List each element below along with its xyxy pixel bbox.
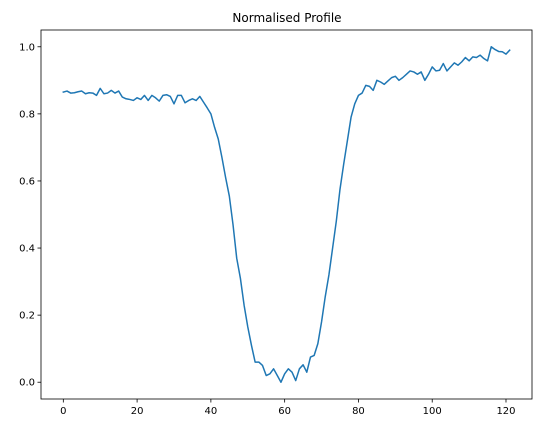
x-tick-label: 0 xyxy=(60,406,66,417)
y-tick-label: 1.0 xyxy=(19,42,35,53)
x-tick-label: 80 xyxy=(352,406,365,417)
x-tick-label: 40 xyxy=(205,406,218,417)
x-tick-label: 20 xyxy=(131,406,144,417)
y-axis: 0.0 0.2 0.4 0.6 0.8 1.0 xyxy=(19,42,41,389)
chart-title: Normalised Profile xyxy=(232,11,341,25)
x-tick-label: 120 xyxy=(496,406,515,417)
y-tick-label: 0.4 xyxy=(19,244,35,255)
y-tick-label: 0.2 xyxy=(19,311,35,322)
x-tick-label: 60 xyxy=(278,406,291,417)
series-line-0 xyxy=(62,46,511,383)
series-layer xyxy=(62,46,511,383)
y-tick-label: 0.8 xyxy=(19,109,35,120)
x-tick-label: 100 xyxy=(423,406,442,417)
x-axis: 0 20 40 60 80 100 120 xyxy=(60,399,516,417)
y-tick-label: 0.0 xyxy=(19,378,35,389)
plot-area-frame xyxy=(40,29,533,400)
y-tick-label: 0.6 xyxy=(19,176,35,187)
